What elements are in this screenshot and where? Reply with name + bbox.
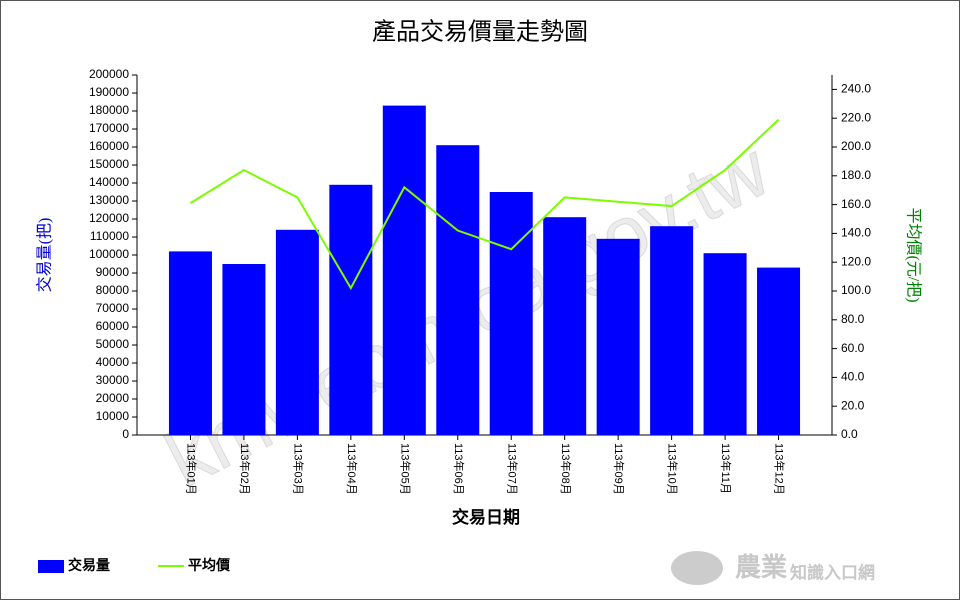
legend-label: 平均價 bbox=[188, 557, 231, 574]
x-tick-label: 113年09月 bbox=[612, 443, 626, 495]
y2-tick-label: 220.0 bbox=[841, 110, 871, 124]
y2-tick-label: 80.0 bbox=[841, 312, 865, 326]
y2-tick-label: 180.0 bbox=[841, 168, 871, 182]
x-tick-label: 113年02月 bbox=[238, 443, 252, 495]
bar bbox=[596, 238, 640, 435]
x-tick-label: 113年11月 bbox=[719, 443, 733, 494]
bar bbox=[489, 192, 533, 435]
bar bbox=[329, 184, 373, 435]
y-tick-label: 20000 bbox=[96, 391, 130, 405]
y2-tick-label: 40.0 bbox=[841, 370, 865, 384]
x-tick-label: 113年06月 bbox=[452, 443, 466, 495]
y2-tick-label: 120.0 bbox=[841, 254, 871, 268]
legend-item: 交易量 bbox=[38, 557, 110, 574]
y2-tick-label: 200.0 bbox=[841, 139, 871, 153]
bar bbox=[168, 251, 212, 435]
y-tick-label: 190000 bbox=[89, 85, 129, 99]
y-tick-label: 90000 bbox=[96, 265, 130, 279]
x-tick-label: 113年03月 bbox=[291, 443, 305, 495]
legend-label: 交易量 bbox=[68, 557, 110, 574]
y-tick-label: 140000 bbox=[89, 175, 129, 189]
y2-tick-label: 160.0 bbox=[841, 197, 871, 211]
y-tick-label: 100000 bbox=[89, 247, 129, 261]
y-tick-label: 30000 bbox=[96, 373, 130, 387]
logo-text: 農業 bbox=[735, 552, 787, 582]
bar bbox=[650, 226, 694, 435]
y-axis-label: 交易量(把) bbox=[36, 218, 54, 293]
x-tick-label: 113年04月 bbox=[345, 443, 359, 495]
y-tick-label: 80000 bbox=[96, 283, 130, 297]
y-tick-label: 150000 bbox=[89, 157, 129, 171]
y-tick-label: 70000 bbox=[96, 301, 130, 315]
bar bbox=[436, 145, 480, 435]
logo-icon bbox=[671, 551, 723, 585]
y2-tick-label: 20.0 bbox=[841, 398, 865, 412]
x-tick-label: 113年01月 bbox=[185, 443, 199, 495]
y2-axis-label: 平均價(元/把) bbox=[904, 207, 922, 302]
x-tick-label: 113年12月 bbox=[773, 443, 787, 495]
y-tick-label: 110000 bbox=[90, 229, 129, 243]
y-tick-label: 200000 bbox=[89, 67, 129, 81]
y-tick-label: 130000 bbox=[89, 193, 129, 207]
bar bbox=[382, 105, 426, 435]
y-tick-label: 170000 bbox=[89, 121, 129, 135]
y-tick-label: 10000 bbox=[96, 409, 130, 423]
y-tick-label: 180000 bbox=[89, 103, 129, 117]
bar bbox=[275, 229, 319, 435]
y-tick-label: 120000 bbox=[89, 211, 129, 225]
y-tick-label: 160000 bbox=[89, 139, 129, 153]
legend-swatch bbox=[38, 560, 64, 573]
y-tick-label: 50000 bbox=[96, 337, 130, 351]
y2-tick-label: 60.0 bbox=[841, 341, 865, 355]
bar bbox=[703, 253, 747, 435]
x-tick-label: 113年10月 bbox=[666, 443, 680, 495]
y2-tick-label: 100.0 bbox=[841, 283, 871, 297]
y2-tick-label: 0.0 bbox=[841, 427, 858, 441]
bar bbox=[757, 267, 801, 435]
y2-tick-label: 240.0 bbox=[841, 82, 871, 96]
x-axis-label: 交易日期 bbox=[452, 507, 520, 527]
bar bbox=[543, 217, 587, 435]
chart-title: 產品交易價量走勢圖 bbox=[372, 19, 588, 46]
y-tick-label: 0 bbox=[122, 427, 129, 441]
logo-text: 知識入口網 bbox=[789, 562, 875, 582]
y-tick-label: 40000 bbox=[96, 355, 130, 369]
x-tick-label: 113年05月 bbox=[398, 443, 412, 495]
x-tick-label: 113年08月 bbox=[559, 443, 573, 495]
x-tick-label: 113年07月 bbox=[505, 443, 519, 495]
y2-tick-label: 140.0 bbox=[841, 226, 871, 240]
y-tick-label: 60000 bbox=[96, 319, 130, 333]
line bbox=[189, 118, 780, 291]
bar bbox=[222, 264, 266, 435]
legend-item: 平均價 bbox=[158, 557, 231, 574]
